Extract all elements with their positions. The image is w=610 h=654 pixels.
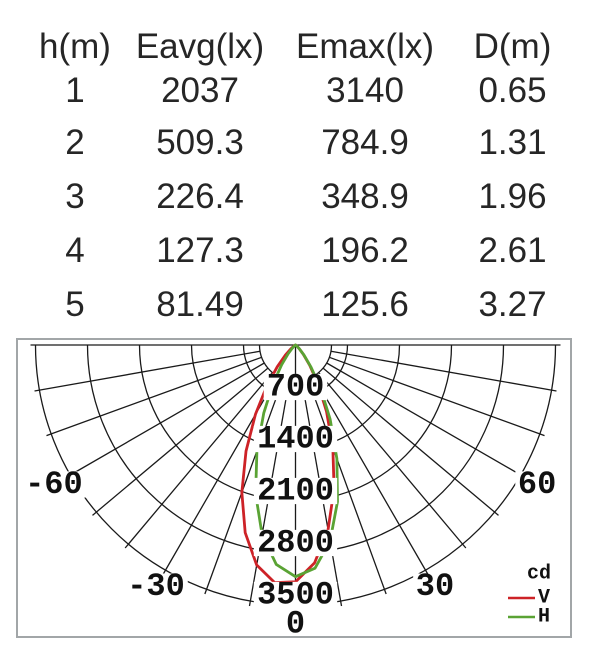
column-header: Emax(lx) bbox=[295, 27, 435, 66]
angle-tick-label: 30 bbox=[416, 568, 454, 605]
angle-tick-label-backing bbox=[124, 573, 188, 600]
column-header: D(m) bbox=[473, 27, 552, 66]
angle-tick-label: -30 bbox=[127, 568, 185, 605]
radial-tick-label: 2800 bbox=[257, 525, 334, 562]
column-header: h(m) bbox=[39, 27, 111, 66]
angle-gridline bbox=[322, 367, 499, 516]
radial-tick-label: 3500 bbox=[257, 577, 334, 614]
angle-gridline bbox=[124, 372, 273, 549]
angle-tick-label: 60 bbox=[518, 466, 556, 503]
radial-tick-label-backing bbox=[253, 581, 338, 609]
angle-tick-label-backing bbox=[413, 573, 457, 600]
angle-gridline bbox=[318, 372, 467, 549]
table-cell: 125.6 bbox=[321, 285, 409, 324]
table-cell: 3.27 bbox=[478, 285, 547, 324]
angle-gridline bbox=[329, 356, 545, 437]
table-cell: 2.61 bbox=[478, 231, 547, 270]
table-cell: 1 bbox=[65, 71, 85, 110]
table-cell: 4 bbox=[65, 231, 85, 270]
angle-gridline bbox=[65, 362, 265, 479]
table-cell: 1.31 bbox=[478, 123, 547, 162]
table-cell: 1.96 bbox=[478, 177, 547, 216]
table-cell: 226.4 bbox=[156, 177, 244, 216]
angle-gridline bbox=[330, 350, 557, 392]
table-cell: 0.65 bbox=[478, 71, 547, 110]
angle-tick-label-backing bbox=[22, 471, 86, 498]
angle-tick-label-backing bbox=[515, 471, 559, 498]
legend-unit-label: cd bbox=[527, 563, 551, 586]
table-cell: 2037 bbox=[161, 71, 239, 110]
table-cell: 3 bbox=[65, 177, 85, 216]
legend-label-h: H bbox=[538, 606, 550, 629]
radial-tick-label: 1400 bbox=[257, 421, 334, 458]
illuminance-table: h(m) Eavg(lx) Emax(lx) D(m) 1 2037 3140 0.65 2 50… bbox=[39, 27, 552, 324]
angle-tick-label: -60 bbox=[25, 466, 83, 503]
table-cell: 3140 bbox=[326, 71, 404, 110]
angle-gridline bbox=[34, 350, 261, 392]
radial-tick-label-backing bbox=[263, 373, 328, 401]
radial-tick-label-backing bbox=[253, 477, 338, 505]
curve-h bbox=[254, 343, 339, 579]
radial-tick-label-backing bbox=[253, 425, 338, 453]
legend-label-v: V bbox=[538, 587, 550, 610]
table-cell: 127.3 bbox=[156, 231, 244, 270]
table-cell: 2 bbox=[65, 123, 85, 162]
radial-tick-label-backing bbox=[253, 529, 338, 557]
table-cell: 196.2 bbox=[321, 231, 409, 270]
table-cell: 784.9 bbox=[321, 123, 409, 162]
angle-gridline bbox=[92, 367, 269, 516]
angle-gridline bbox=[326, 362, 526, 479]
angle-gridline bbox=[46, 356, 262, 437]
angle-gridline bbox=[204, 378, 284, 595]
angle-gridline bbox=[312, 375, 429, 575]
angle-gridline bbox=[307, 378, 387, 595]
radial-tick-label: 700 bbox=[267, 369, 325, 406]
angle-tick-label: 0 bbox=[286, 606, 305, 637]
radial-tick-label: 2100 bbox=[257, 473, 334, 510]
angle-tick-label-backing bbox=[283, 610, 308, 636]
table-cell: 348.9 bbox=[321, 177, 409, 216]
polar-intensity-chart: 700 1400 2100 2800 3500 -60 -30 0 30 60 cd V H bbox=[16, 338, 572, 638]
column-header: Eavg(lx) bbox=[135, 27, 265, 66]
table-cell: 509.3 bbox=[156, 123, 244, 162]
table-cell: 81.49 bbox=[156, 285, 244, 324]
table-cell: 5 bbox=[65, 285, 85, 324]
